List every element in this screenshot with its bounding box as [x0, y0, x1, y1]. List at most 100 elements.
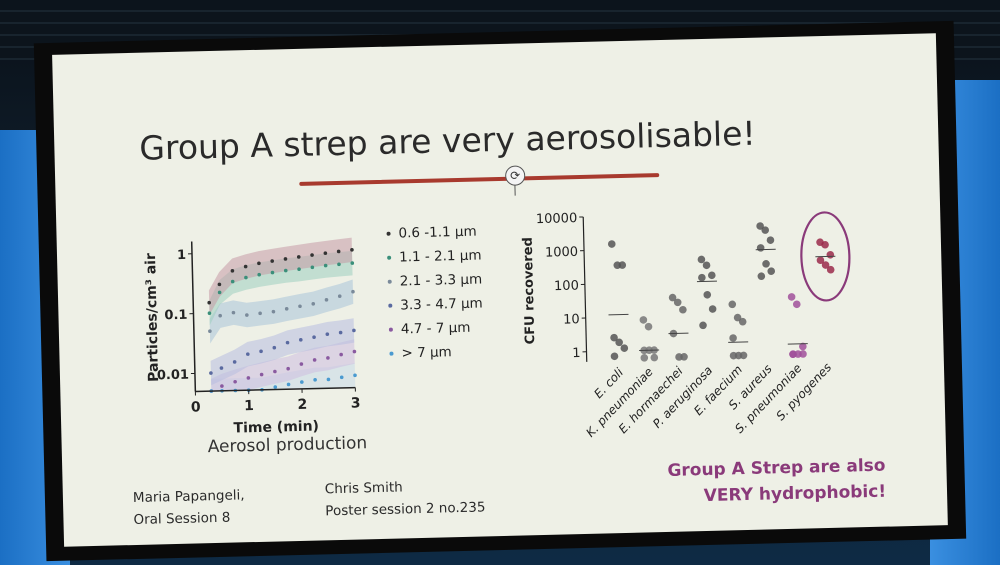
data-point	[310, 253, 314, 257]
data-point	[286, 366, 290, 371]
data-point	[350, 261, 355, 265]
data-point	[816, 256, 825, 265]
y-tick-label: 1	[177, 248, 186, 263]
data-point	[826, 265, 835, 274]
data-point	[607, 240, 616, 248]
y-axis	[190, 241, 197, 392]
data-point	[312, 335, 316, 340]
data-point	[821, 240, 829, 249]
data-point	[615, 338, 623, 347]
data-point	[323, 263, 328, 268]
data-point	[766, 236, 775, 244]
series-band	[208, 237, 353, 315]
data-point	[351, 289, 355, 294]
data-point	[792, 300, 801, 309]
data-point	[610, 333, 618, 342]
x-tick-label: 2	[297, 397, 307, 413]
legend-item: 3.3 - 4.7 µm	[388, 291, 483, 317]
data-point	[639, 316, 648, 324]
data-point	[679, 305, 687, 314]
data-point	[708, 305, 717, 313]
y-tick-label: 1	[572, 346, 581, 361]
data-point	[757, 272, 766, 280]
data-point	[787, 293, 796, 301]
data-point	[338, 330, 343, 335]
data-point	[826, 250, 835, 259]
data-point	[761, 226, 770, 234]
hydrophobic-remark: Group A Strep are also VERY hydrophobic!	[667, 453, 886, 510]
legend-label: 1.1 - 2.1 µm	[398, 247, 482, 266]
slide: Group A strep are very aerosolisable! ⟳ …	[52, 33, 948, 547]
y-tick-label: 1000	[545, 245, 578, 261]
series-band	[209, 279, 354, 344]
chart-caption: Aerosol production	[207, 433, 368, 458]
legend-dot	[388, 303, 393, 308]
rotate-icon[interactable]: ⟳	[504, 165, 526, 186]
author-session: Poster session 2 no.235	[325, 499, 486, 520]
legend-dot	[388, 327, 393, 332]
data-point	[703, 290, 712, 299]
data-point	[733, 313, 742, 322]
data-point	[738, 317, 747, 326]
data-point	[219, 366, 224, 370]
data-point	[243, 264, 248, 269]
data-point	[218, 313, 222, 318]
data-point	[298, 304, 302, 309]
data-point	[285, 340, 290, 345]
data-point	[821, 261, 830, 269]
x-axis	[195, 386, 356, 393]
data-point	[337, 262, 341, 267]
legend-item: 0.6 -1.1 µm	[386, 219, 481, 245]
data-point	[272, 345, 277, 350]
data-point	[244, 275, 248, 280]
chart-legend: 0.6 -1.1 µm 1.1 - 2.1 µm 2.1 - 3.3 µm 3.…	[386, 219, 484, 365]
data-point	[246, 352, 250, 356]
y-tick-label: 10000	[536, 211, 578, 227]
data-point	[207, 311, 212, 316]
y-axis-label: Particles/cm³ air	[143, 253, 162, 382]
data-point	[313, 377, 317, 382]
data-point	[339, 375, 344, 380]
data-point	[273, 385, 278, 389]
data-point	[296, 255, 301, 259]
data-point	[258, 311, 262, 316]
data-point	[324, 297, 329, 302]
x-tick-label: 1	[244, 398, 254, 414]
data-point	[337, 294, 342, 299]
y-axis	[582, 216, 588, 362]
legend-dot	[386, 231, 391, 236]
legend-dot	[387, 279, 392, 284]
data-point	[273, 369, 277, 374]
x-tick-label: 3	[351, 395, 361, 411]
author-block-1: Maria Papangeli, Oral Session 8	[133, 484, 246, 531]
data-point	[233, 379, 237, 384]
data-point	[789, 350, 797, 358]
data-point	[708, 271, 716, 280]
legend-item: 1.1 - 2.1 µm	[387, 243, 482, 269]
data-point	[298, 338, 303, 342]
data-point	[326, 377, 331, 382]
legend-dot	[389, 351, 394, 356]
data-point	[697, 255, 706, 264]
legend-label: > 7 µm	[401, 344, 452, 362]
legend-item: 4.7 - 7 µm	[388, 315, 484, 341]
highlight-circle	[800, 211, 851, 302]
data-point	[668, 293, 677, 302]
data-point	[311, 302, 316, 306]
data-point	[230, 279, 235, 284]
data-point	[618, 261, 627, 269]
data-point	[257, 272, 261, 277]
data-point	[353, 373, 357, 378]
data-point	[232, 360, 237, 364]
data-point	[673, 298, 682, 307]
data-point	[283, 257, 288, 261]
data-point	[680, 353, 688, 361]
series-band	[210, 318, 355, 386]
data-point	[283, 268, 288, 273]
legend-dot	[387, 255, 392, 260]
data-point	[729, 351, 738, 360]
data-point	[650, 353, 659, 362]
data-point	[209, 371, 213, 375]
data-point	[699, 321, 707, 330]
